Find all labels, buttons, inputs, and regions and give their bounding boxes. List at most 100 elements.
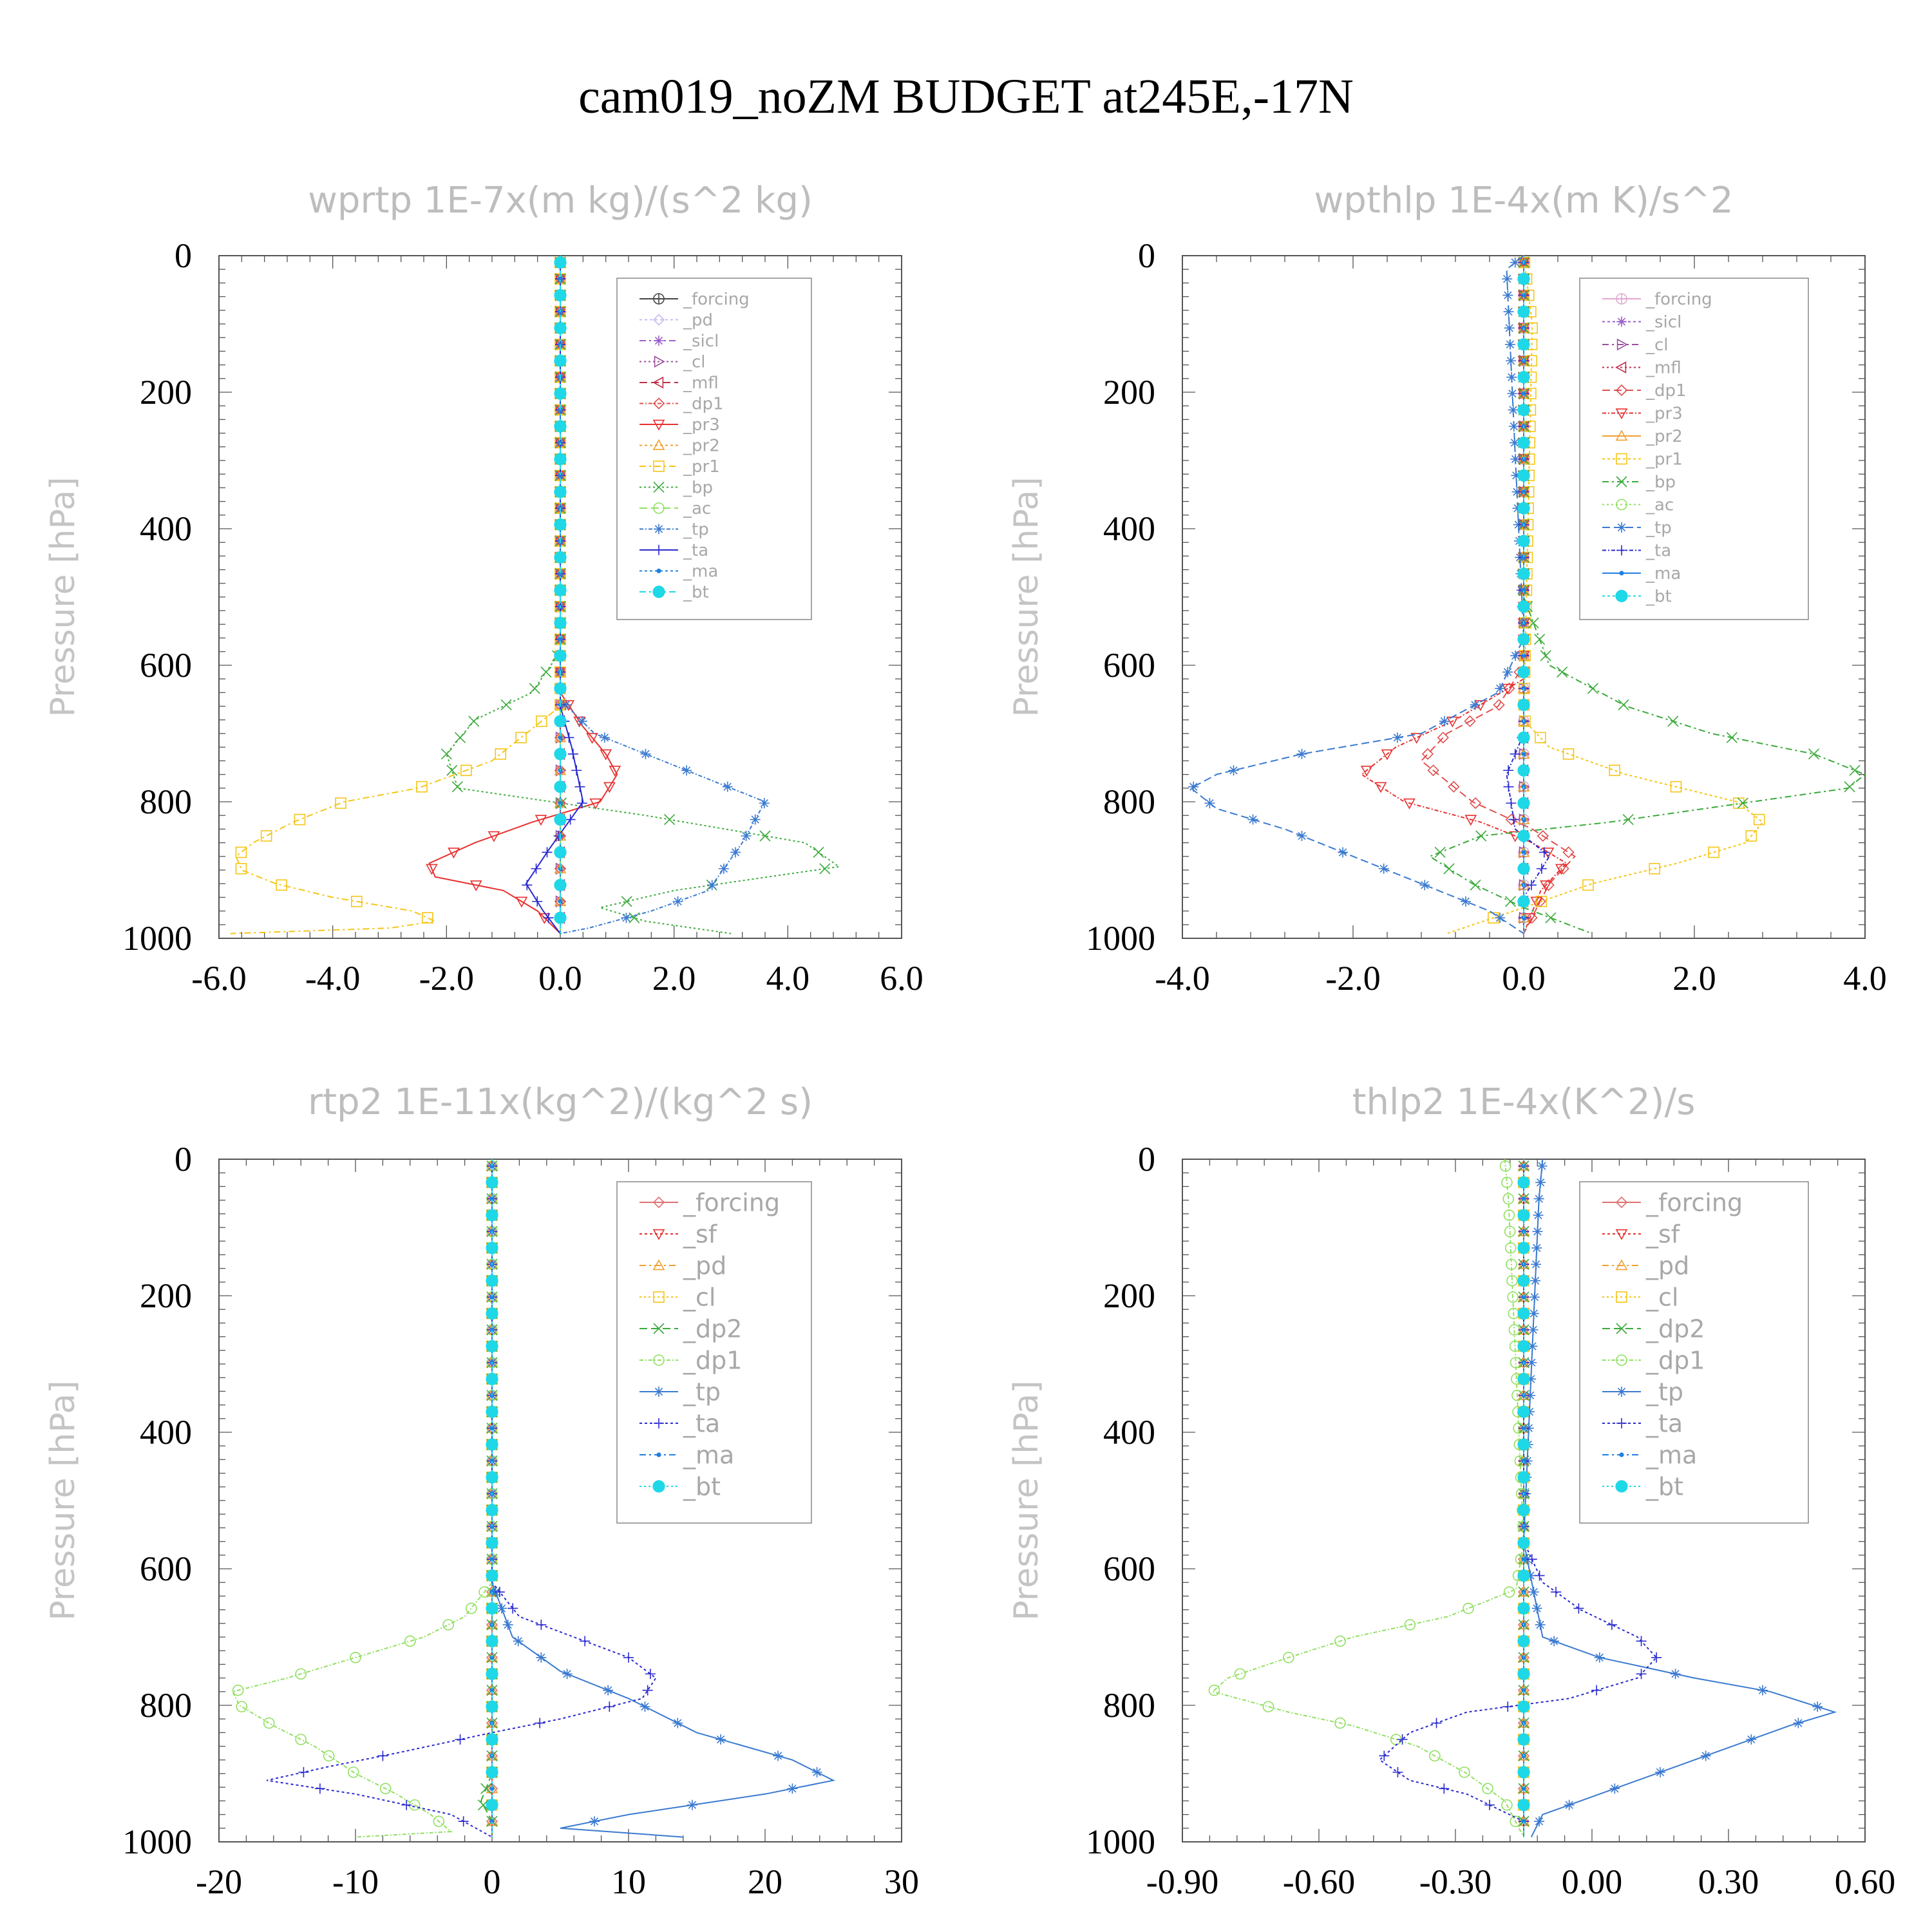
data-point xyxy=(1564,1799,1575,1810)
data-point xyxy=(1529,1292,1540,1303)
data-point xyxy=(1508,421,1519,431)
y-tick-label: 400 xyxy=(140,1413,192,1452)
legend-entry: _tp xyxy=(639,520,709,540)
data-point xyxy=(486,1537,498,1549)
legend-marker xyxy=(654,545,664,555)
data-point xyxy=(1517,895,1530,908)
data-point xyxy=(1533,1209,1544,1220)
legend-entry: _dp2 xyxy=(639,1314,742,1343)
data-point xyxy=(554,911,567,924)
legend-entry: _pr3 xyxy=(1602,404,1683,424)
data-point xyxy=(639,1701,650,1712)
data-point xyxy=(554,453,567,466)
data-point xyxy=(554,715,567,728)
y-tick-label: 400 xyxy=(140,509,192,548)
data-point xyxy=(1511,470,1522,481)
data-point xyxy=(681,765,692,776)
data-point xyxy=(1534,1570,1545,1581)
legend-label: _tp xyxy=(683,1378,721,1406)
data-point xyxy=(1334,1717,1346,1729)
legend-entry: _sicl xyxy=(639,332,719,351)
legend-entry: _bt xyxy=(639,583,709,602)
chart-panel-2: wpthlp 1E-4x(m K)/s^2 Pressure [hPa] -4.0 -… xyxy=(1007,180,1887,998)
legend-entry: _mfl xyxy=(639,374,719,393)
data-point xyxy=(558,637,563,642)
data-point xyxy=(486,1569,498,1582)
data-point xyxy=(1509,437,1520,448)
data-point xyxy=(1517,1307,1530,1320)
legend-entry: _dp1 xyxy=(1602,1346,1705,1374)
data-point xyxy=(1528,617,1539,629)
data-point xyxy=(486,1438,498,1451)
data-point xyxy=(1464,815,1477,826)
legend-label: _tp xyxy=(1645,518,1672,538)
data-point xyxy=(1540,880,1552,891)
y-tick-label: 400 xyxy=(1103,509,1155,548)
data-point xyxy=(1844,781,1855,793)
legend-label: _pd xyxy=(1645,1251,1689,1280)
data-point xyxy=(486,1372,498,1385)
data-point xyxy=(1506,1258,1517,1271)
y-tick-label: 0 xyxy=(175,236,192,275)
data-point xyxy=(1434,846,1446,858)
legend-marker xyxy=(1615,1259,1628,1271)
data-point xyxy=(515,732,527,744)
data-point xyxy=(1517,1209,1530,1222)
series-pr3 xyxy=(426,256,621,934)
legend-label: _sf xyxy=(1645,1220,1681,1248)
data-point xyxy=(486,1274,498,1287)
data-point xyxy=(348,1766,359,1778)
data-point xyxy=(1517,1504,1530,1517)
y-tick-label: 600 xyxy=(1103,646,1155,685)
legend-marker xyxy=(656,1452,661,1457)
data-point xyxy=(1517,829,1530,842)
data-point xyxy=(1513,519,1524,530)
data-point xyxy=(1530,1275,1540,1286)
legend-marker xyxy=(1615,1480,1628,1493)
legend-marker xyxy=(1616,316,1627,327)
data-point xyxy=(1526,1374,1537,1385)
legend-label: _forcing xyxy=(1645,290,1712,309)
data-point xyxy=(465,1602,477,1615)
data-point xyxy=(1403,798,1416,810)
legend-label: _bt xyxy=(683,583,709,602)
data-point xyxy=(522,880,533,891)
legend-marker xyxy=(653,1291,665,1303)
data-point xyxy=(1517,731,1530,744)
legend-label: _pr2 xyxy=(683,437,720,456)
data-point xyxy=(486,1242,498,1255)
legend-label: _bp xyxy=(1645,473,1676,492)
legend-entry: _forcing xyxy=(639,290,750,309)
data-point xyxy=(1338,847,1349,858)
x-tick-label: 2.0 xyxy=(1672,959,1716,998)
panel-title: rtp2 1E-11x(kg^2)/(kg^2 s) xyxy=(308,1081,813,1123)
data-point xyxy=(1502,667,1513,677)
legend-marker xyxy=(653,293,665,305)
data-point xyxy=(1508,814,1519,825)
data-point xyxy=(1528,1587,1539,1598)
data-point xyxy=(1525,1570,1536,1581)
data-point xyxy=(535,815,547,826)
legend-entry: _forcing xyxy=(1602,1188,1743,1217)
data-point xyxy=(1849,764,1861,776)
legend-entry: _ac xyxy=(639,499,711,518)
series-group xyxy=(1208,1159,1837,1838)
data-point xyxy=(486,1602,498,1615)
data-point xyxy=(687,1799,697,1810)
data-point xyxy=(426,864,438,875)
chart-panels: wprtp 1E-7x(m kg)/(s^2 kg) Pressure [hPa]… xyxy=(44,180,1895,1901)
data-point xyxy=(1464,715,1476,728)
y-tick-label: 1000 xyxy=(1086,919,1155,958)
legend-label: _dp1 xyxy=(683,395,724,414)
data-point xyxy=(1504,896,1517,907)
data-point xyxy=(1636,1636,1647,1647)
legend-marker xyxy=(1616,476,1627,488)
y-tick-label: 1000 xyxy=(122,1823,192,1861)
legend-entry: _bp xyxy=(639,478,713,498)
data-point xyxy=(1503,1209,1515,1221)
data-point xyxy=(486,1471,498,1484)
data-point xyxy=(1247,814,1258,825)
data-point xyxy=(576,715,587,726)
legend-entry: _dp1 xyxy=(1602,381,1687,401)
data-point xyxy=(1495,683,1506,694)
